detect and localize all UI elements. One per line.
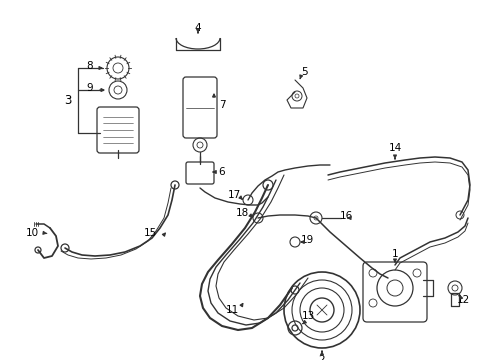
Text: 12: 12 [455, 295, 468, 305]
Text: 17: 17 [227, 190, 240, 200]
Text: 8: 8 [86, 61, 93, 71]
Text: 10: 10 [25, 228, 39, 238]
Text: 4: 4 [194, 23, 201, 33]
Text: 2: 2 [318, 355, 325, 360]
Text: 9: 9 [86, 83, 93, 93]
Text: 19: 19 [300, 235, 313, 245]
Text: 3: 3 [64, 94, 72, 107]
Text: 16: 16 [339, 211, 352, 221]
Text: 6: 6 [218, 167, 225, 177]
Text: 7: 7 [218, 100, 225, 110]
Text: 1: 1 [391, 249, 398, 259]
Text: 5: 5 [301, 67, 307, 77]
Text: 15: 15 [143, 228, 156, 238]
Text: 14: 14 [387, 143, 401, 153]
Text: 18: 18 [235, 208, 248, 218]
Text: 13: 13 [301, 311, 314, 321]
Text: 11: 11 [225, 305, 238, 315]
